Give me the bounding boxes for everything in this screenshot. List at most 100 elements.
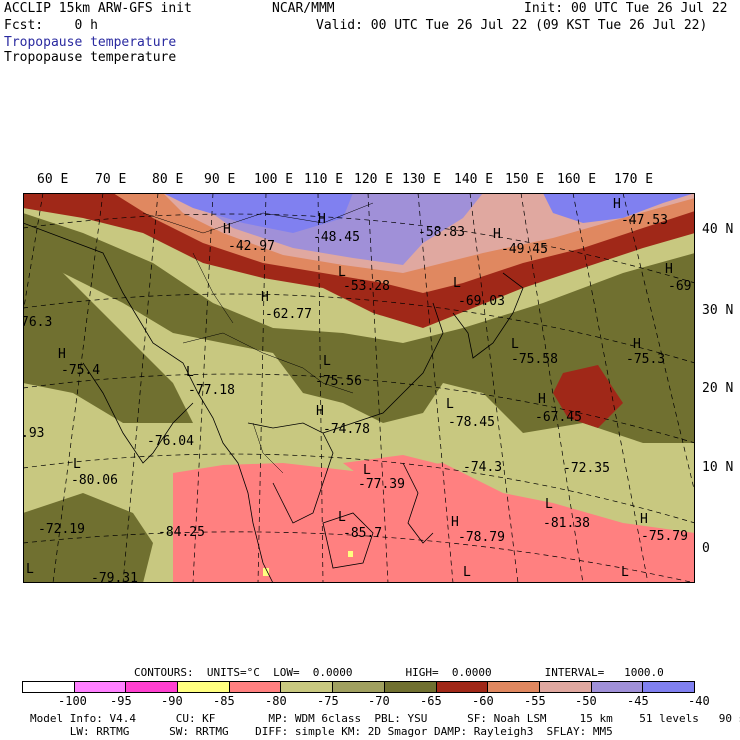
grid-line (257, 193, 267, 583)
map-label: H (633, 337, 641, 352)
speck-minus85-b (348, 551, 353, 557)
legend-swatch (333, 682, 385, 692)
grid-line (52, 193, 104, 583)
map-label: -67.45 (535, 410, 582, 425)
grid-line (23, 213, 695, 284)
lon-label: 80 E (152, 172, 184, 187)
map-label: -42.97 (228, 239, 275, 254)
band-minus45-east (543, 193, 695, 223)
footer-model-info: Model Info: V4.4 CU: KF MP: WDM 6class P… (30, 712, 740, 725)
grid-line (469, 193, 519, 583)
map-label: H (538, 392, 546, 407)
legend-swatch (539, 682, 592, 692)
grid-line (192, 193, 214, 583)
legend-swatch (23, 682, 75, 692)
map-label: -47.53 (621, 213, 668, 228)
map-label: L (186, 365, 194, 380)
map-label: L (621, 565, 629, 580)
extrema-labels: H -42.97 H -48.45 -58.83 H -49.45 H -47.… (23, 197, 691, 583)
grid-line (23, 531, 695, 583)
map-label: H (665, 262, 673, 277)
map-label: -75.58 (511, 352, 558, 367)
country-borders (142, 202, 374, 474)
legend-swatch (488, 682, 540, 692)
map-label: -78.79 (458, 530, 505, 545)
map-label: -49.45 (501, 242, 548, 257)
map-label: H (451, 515, 459, 530)
legend-swatch (436, 682, 489, 692)
map-label: L (545, 497, 553, 512)
lat-label: 10 N (702, 460, 734, 475)
map-label: H (318, 212, 326, 227)
map-label: L (338, 510, 346, 525)
lat-label: 0 (702, 541, 710, 556)
grid-line (23, 193, 44, 314)
speck-minus85 (263, 568, 269, 576)
legend-label: -60 (472, 694, 494, 708)
header-init-time: Init: 00 UTC Tue 26 Jul 22 (524, 1, 728, 16)
header-forecast-hour: Fcst: 0 h (4, 18, 98, 33)
blob-minus65 (553, 365, 623, 428)
legend-swatch (643, 682, 694, 692)
legend-label: -85 (213, 694, 235, 708)
map-label: -77.39 (358, 477, 405, 492)
map-label: -80.06 (71, 473, 118, 488)
map-label: -81.38 (543, 516, 590, 531)
lon-label: 60 E (37, 172, 69, 187)
legend-swatch (126, 682, 179, 692)
coastline-philippines (402, 462, 434, 544)
map-label: L (363, 463, 371, 478)
map-label: H (640, 512, 648, 527)
coastlines (23, 222, 524, 583)
lon-label: 150 E (505, 172, 545, 187)
lon-label: 100 E (254, 172, 294, 187)
grid-line (417, 193, 454, 583)
map-label: -69 (668, 279, 691, 294)
footer-physics-info: LW: RRTMG SW: RRTMG DIFF: simple KM: 2D … (30, 725, 613, 738)
map-label: -48.45 (313, 230, 360, 245)
band-minus45 (163, 193, 353, 233)
lat-label: 30 N (702, 303, 734, 318)
map-label: -74.78 (323, 422, 370, 437)
legend-swatch (281, 682, 334, 692)
map-label: H (223, 222, 231, 237)
graticule (23, 193, 695, 583)
legend-swatch (229, 682, 282, 692)
grid-line (317, 193, 324, 583)
map-label: -58.83 (418, 225, 465, 240)
map-label: L (463, 565, 471, 580)
legend-label: -80 (265, 694, 287, 708)
map-label: -78.45 (448, 415, 495, 430)
coastline-china (322, 302, 444, 434)
map-label: -74.3 (463, 460, 502, 475)
coastline-korea-japan (452, 272, 524, 359)
map-label: -72.35 (563, 461, 610, 476)
coastline-india (82, 362, 194, 464)
band-minus70 (23, 213, 695, 443)
legend-label: -75 (317, 694, 339, 708)
contours-info: CONTOURS: UNITS=°C LOW= 0.0000 HIGH= 0.0… (134, 666, 664, 679)
map-label: L (338, 265, 346, 280)
map-label: .93 (23, 426, 44, 441)
map-label: -84.25 (158, 525, 205, 540)
legend-label: -95 (110, 694, 132, 708)
band-minus70-west (23, 253, 193, 423)
legend-swatch (74, 682, 127, 692)
legend-swatch (178, 682, 230, 692)
legend-label: -45 (627, 694, 649, 708)
map-frame (23, 193, 695, 583)
map-label: H (316, 404, 324, 419)
legend-label: -65 (420, 694, 442, 708)
border (182, 332, 354, 394)
coastline-indochina (247, 422, 334, 524)
field-title-contour: Tropopause temperature (4, 50, 177, 65)
map-label: L (26, 562, 34, 577)
map-label: -77.18 (188, 383, 235, 398)
header-center: NCAR/MMM (272, 1, 335, 16)
tropopause-temperature-map: H -42.97 H -48.45 -58.83 H -49.45 H -47.… (23, 193, 695, 583)
map-label: H (493, 227, 501, 242)
border (192, 252, 234, 324)
map-label: H (613, 197, 621, 212)
grid-line (122, 193, 159, 583)
map-label: -75.79 (641, 529, 688, 544)
